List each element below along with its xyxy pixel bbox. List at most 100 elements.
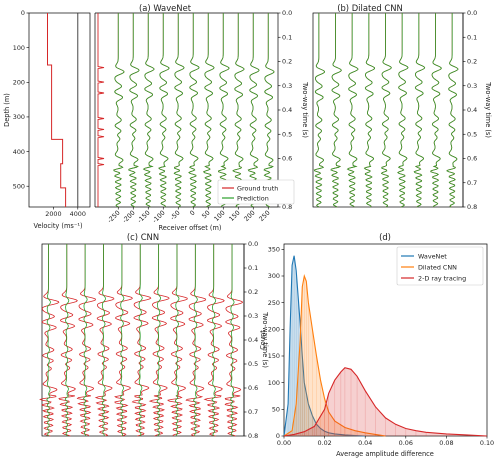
panel-a-time-tick-label: 0.4 [282,106,292,114]
panel-a-prediction-trace [128,13,140,208]
panel-c-prediction-trace [64,244,70,437]
depth-axis-label: Depth (m) [3,93,11,127]
panel-a-time-tick-label: 0.6 [282,155,292,163]
panel-a-prediction-trace [263,13,275,208]
panel-b-prediction-trace [430,13,442,208]
panel-a-prediction-trace [158,13,170,208]
panel-d-y-tick-label: 50 [272,406,280,414]
panel-c-prediction-trace [120,244,125,437]
velocity-axis-label: Velocity (ms⁻¹) [33,222,82,230]
offset-tick-label: 0 [188,209,197,218]
panel-d-legend: WaveNet Dilated CNN 2-D ray tracing [396,246,484,286]
histogram-line-2 [283,367,488,437]
panel-d-y-tick-label: 300 [268,272,280,280]
velocity-tick-label: 2000 [45,210,61,218]
panel-b-time-axis-label: Two-way time (s) [484,81,492,138]
panel-b-time-tick-label: 0.7 [467,179,477,187]
panel-d-y-tick-label: 250 [268,299,280,307]
panel-d-x-axis-label: Average amplitude difference [336,450,434,458]
panel-a-prediction-trace [188,13,200,208]
panel-c-time-tick-label: 0.8 [248,432,258,440]
panel-c-time-tick-label: 0.4 [248,336,258,344]
panel-b-time-tick-label: 0.4 [467,106,477,114]
panel-d-title: (d) [379,232,391,242]
offset-tick-label: 50 [200,209,211,220]
panel-a-prediction-trace [142,13,155,208]
panel-c-ground-truth-trace [131,244,152,437]
panel-a-time-tick-label: 0.5 [282,130,292,138]
panel-c-prediction-trace [101,244,106,437]
panel-d-x-tick-label: 0.04 [358,439,372,447]
legend-label-1: Dilated CNN [418,263,457,271]
panel-d-y-tick-label: 0 [276,432,280,440]
reflectivity-spike-trace [97,13,105,207]
offset-tick-label: 200 [242,209,256,223]
panel-c-prediction-trace [138,244,143,437]
panel-a-time-tick-label: 0.2 [282,58,292,66]
offset-tick-label: 100 [212,209,226,223]
velocity-tick-label: 4000 [70,210,86,218]
panel-b-time-tick-label: 0.8 [467,203,477,211]
panel-c-prediction-trace [193,244,198,437]
panel-c-time-tick-label: 0.2 [248,288,258,296]
panel-c-time-tick-label: 0.3 [248,312,258,320]
panel-a-prediction-trace [247,13,260,208]
panel-b-traces: 0.0 0.1 0.2 0.3 0.4 0.5 0.6 0.7 0.8 [312,9,477,211]
panel-c-ground-truth-trace [185,244,207,437]
panel-c-prediction-trace [83,244,88,437]
panel-a-legend: Ground truth Prediction [217,179,295,205]
panel-b-title: (b) Dilated CNN [337,3,403,13]
panel-b-time-tick-label: 0.0 [467,9,477,17]
panel-a-time-tick-label: 0.3 [282,82,292,90]
panel-b-prediction-trace [346,13,359,208]
velocity-profile-line [47,13,67,207]
panel-b-ground-truth-trace [380,13,392,208]
panel-d-histogram: 0.00 0.02 0.04 0.06 0.08 0.10 0 50 100 150 200 250 3… [268,243,494,447]
panel-d-y-tick-label: 200 [268,326,280,334]
panel-c-traces: 0.0 0.1 0.2 0.3 0.4 0.5 0.6 0.7 0.8 [39,240,258,440]
panel-c-ground-truth-trace [58,244,78,437]
panel-b-time-tick-label: 0.3 [467,82,477,90]
depth-tick-label: 500 [13,182,25,190]
panel-a-time-tick-label: 0.0 [282,9,292,17]
panel-b-prediction-trace [446,13,459,208]
panel-a-time-tick-label: 0.8 [282,203,292,211]
legend-label-0: WaveNet [418,252,447,260]
offset-tick-label: -250 [106,209,122,225]
panel-c-ground-truth-trace [148,244,170,437]
panel-a-prediction-trace [203,13,215,208]
panel-a-ground-truth-trace [128,13,140,208]
panel-c-title: (c) CNN [127,232,159,242]
offset-tick-label: -100 [151,209,167,225]
panel-d-x-tick-label: 0.10 [480,439,494,447]
histogram-line-1 [283,273,386,437]
panel-a-ground-truth-trace [173,13,185,208]
panel-c-prediction-trace [211,244,217,437]
panel-d-x-tick-label: 0.06 [399,439,413,447]
panel-a-time-tick-label: 0.1 [282,33,292,41]
panel-c-time-axis-label: Two-way time (s) [261,311,269,368]
panel-d-y-tick-label: 150 [268,352,280,360]
panel-b-time-tick-label: 0.2 [467,58,477,66]
panel-d-y-tick-label: 350 [268,246,280,254]
panel-b-prediction-trace [397,13,409,208]
panel-b-prediction-trace [330,13,342,208]
panel-a-ground-truth-trace [218,13,230,208]
panel-c-time-tick-label: 0.6 [248,384,258,392]
offset-tick-label: -200 [121,209,137,225]
panel-b-ground-truth-trace [397,13,409,208]
depth-tick-label: 0 [21,9,25,17]
panel-b-prediction-trace [380,13,392,208]
offset-tick-label: 150 [227,209,241,223]
panel-d-x-tick-label: 0.08 [439,439,453,447]
panel-b-prediction-trace [363,13,376,208]
panel-c-prediction-trace [156,244,162,437]
offset-tick-label: -50 [169,209,182,222]
panel-b-time-tick-label: 0.6 [467,155,477,163]
panel-c-time-tick-label: 0.0 [248,240,258,248]
panel-a-ground-truth-trace [142,13,155,208]
depth-tick-label: 400 [13,148,25,156]
histogram-line-0 [283,255,366,437]
receiver-offset-axis-label: Receiver offset (m) [159,224,222,232]
